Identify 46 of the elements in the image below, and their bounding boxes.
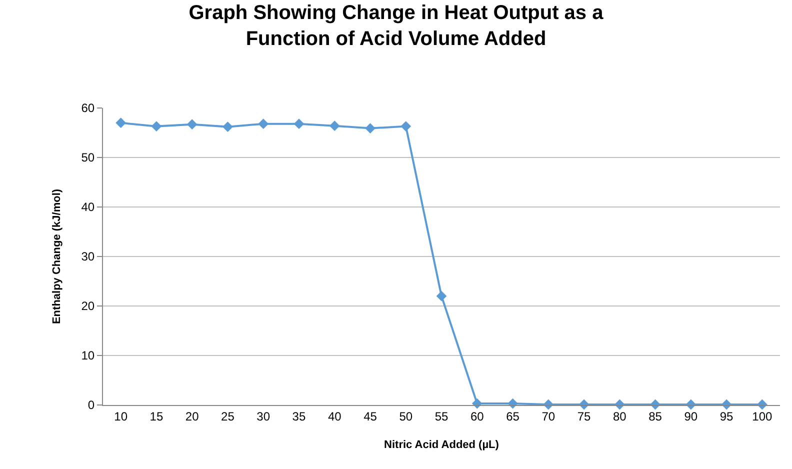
point (294, 118, 304, 130)
y-tick-label: 0 (88, 398, 95, 412)
x-tick-label: 75 (577, 409, 592, 424)
chart-title: Graph Showing Change in Heat Output as a Function of Acid Volume Added (188, 2, 604, 50)
y-tick-label: 20 (81, 299, 95, 314)
point (721, 399, 732, 410)
x-tick-label: 65 (506, 409, 520, 424)
x-tick-label: 60 (470, 409, 484, 424)
point (400, 121, 412, 132)
point (329, 120, 340, 132)
x-tick-label: 55 (434, 409, 448, 424)
y-tick-label: 40 (81, 200, 95, 214)
point (151, 121, 162, 132)
y-tick-label: 50 (81, 150, 95, 165)
point (472, 398, 482, 409)
point (116, 118, 126, 128)
x-axis-title: Nitric Acid Added (µL) (384, 439, 500, 451)
point (543, 399, 554, 410)
point (686, 399, 696, 410)
x-tick-label: 15 (150, 409, 164, 424)
x-tick-label: 20 (185, 409, 200, 424)
x-tick-label: 50 (399, 409, 413, 424)
point (186, 119, 198, 130)
y-tick-label: 60 (81, 101, 95, 116)
x-tick-label: 80 (612, 409, 627, 424)
x-tick-label: 45 (364, 409, 378, 424)
x-tick-label: 95 (720, 409, 734, 424)
point (756, 399, 768, 410)
x-tick-label: 10 (114, 409, 128, 424)
point (578, 399, 590, 410)
point (614, 399, 625, 410)
x-tick-label: 85 (648, 409, 662, 424)
point (258, 118, 269, 130)
x-tick-label: 70 (542, 409, 556, 424)
point (222, 122, 233, 132)
y-tick-label: 30 (81, 250, 95, 264)
x-tick-label: 25 (221, 409, 235, 424)
x-tick-label: 100 (752, 409, 773, 424)
point (365, 123, 376, 134)
x-tick-label: 30 (256, 409, 270, 424)
x-tick-label: 90 (684, 409, 698, 424)
y-tick-label: 10 (81, 348, 95, 363)
y-axis-title: Enthalpy Change (kJ/mol) (50, 188, 63, 324)
x-tick-label: 40 (328, 409, 342, 424)
point (436, 290, 447, 302)
x-tick-label: 35 (292, 409, 306, 424)
